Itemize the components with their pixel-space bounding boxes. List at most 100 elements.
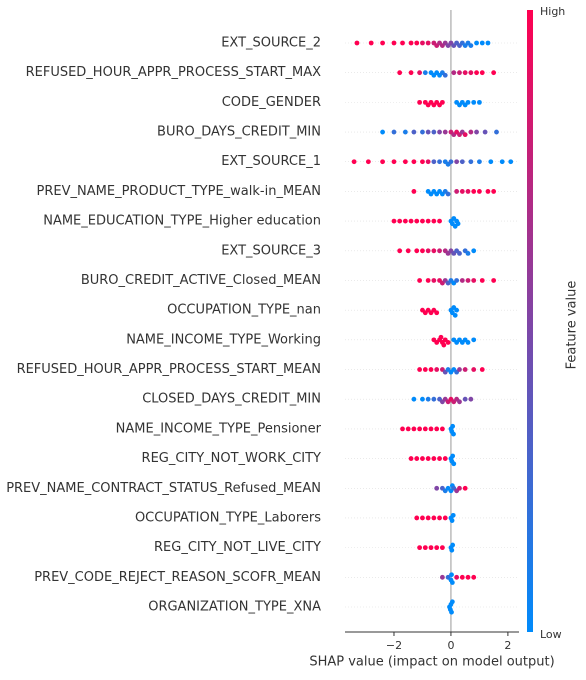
shap-point (441, 342, 447, 348)
shap-point (405, 426, 411, 432)
shap-point (414, 40, 420, 46)
shap-point (425, 129, 431, 135)
shap-point (449, 518, 455, 523)
shap-point (434, 545, 440, 551)
shap-point (408, 40, 414, 46)
shap-point (422, 426, 428, 432)
shap-point (471, 99, 477, 105)
shap-point (479, 278, 485, 283)
shap-point (414, 218, 420, 224)
shap-point (439, 426, 445, 432)
shap-point (417, 70, 423, 76)
shap-point (431, 129, 437, 135)
shap-point (451, 431, 456, 437)
feature-label: CODE_GENDER (222, 95, 321, 110)
shap-point (445, 191, 451, 197)
shap-point (420, 248, 425, 254)
shap-point (465, 574, 471, 580)
feature-label: OCCUPATION_TYPE_Laborers (135, 510, 321, 525)
shap-point (438, 334, 444, 340)
shap-point (420, 396, 425, 402)
shap-point (462, 367, 468, 372)
feature-label: BURO_CREDIT_ACTIVE_Closed_MEAN (81, 273, 321, 288)
shap-point (411, 396, 417, 402)
shap-point (449, 572, 454, 578)
feature-label: REG_CITY_NOT_WORK_CITY (142, 451, 322, 466)
shap-point (479, 40, 485, 46)
shap-point (454, 278, 460, 283)
shap-point (450, 542, 456, 548)
shap-point (414, 515, 420, 521)
feature-label: EXT_SOURCE_1 (221, 154, 321, 169)
shap-point (431, 159, 437, 165)
shap-point (477, 189, 482, 194)
shap-point (425, 456, 431, 461)
shap-point (482, 129, 488, 135)
feature-label: REG_CITY_NOT_LIVE_CITY (154, 540, 321, 555)
shap-point (417, 367, 423, 372)
shap-point (465, 340, 471, 345)
feature-label: EXT_SOURCE_3 (221, 243, 321, 258)
shap-point (459, 574, 465, 580)
shap-point (442, 72, 448, 78)
x-tick-label: −2 (386, 639, 402, 652)
shap-point (445, 340, 451, 345)
feature-label: REFUSED_HOUR_APPR_PROCESS_START_MAX (26, 65, 321, 80)
colorbar-label: Feature value (565, 281, 580, 370)
shap-point (400, 40, 405, 46)
shap-point (420, 218, 425, 224)
shap-point (425, 248, 431, 254)
shap-point (434, 485, 440, 491)
shap-point (380, 159, 385, 165)
shap-point (417, 278, 423, 283)
shap-point (420, 456, 425, 461)
colorbar (527, 10, 533, 632)
shap-point (411, 189, 417, 194)
shap-point (491, 70, 497, 76)
shap-point (451, 461, 457, 467)
shap-point (365, 159, 371, 165)
shap-point (439, 99, 445, 105)
shap-point (462, 396, 468, 402)
shap-point (425, 218, 431, 224)
shap-point (402, 218, 408, 224)
shap-point (450, 423, 456, 429)
shap-point (437, 159, 442, 165)
shap-point (474, 129, 479, 135)
shap-point (508, 159, 514, 165)
shap-point (437, 248, 442, 254)
shap-point (428, 367, 434, 372)
shap-point (442, 515, 448, 521)
shap-point (477, 159, 482, 165)
shap-point (449, 609, 454, 615)
shap-point (474, 40, 479, 46)
colorbar-high-label: High (540, 5, 565, 18)
shap-point (414, 248, 420, 254)
shap-point (451, 70, 457, 76)
shap-point (449, 547, 455, 553)
shap-point (420, 40, 425, 46)
feature-label: ORGANIZATION_TYPE_XNA (148, 600, 321, 615)
shap-point (417, 545, 423, 551)
shap-point (491, 189, 497, 194)
shap-point (465, 250, 471, 256)
shap-point (434, 310, 440, 316)
shap-point (471, 278, 477, 283)
shap-point (351, 159, 357, 165)
shap-point (454, 307, 460, 313)
shap-point (397, 70, 403, 76)
shap-point (465, 278, 471, 283)
shap-point (494, 129, 499, 135)
shap-point (465, 189, 471, 194)
colorbar-low-label: Low (540, 628, 562, 641)
x-tick-label: 2 (504, 639, 511, 652)
feature-label: PREV_NAME_CONTRACT_STATUS_Refused_MEAN (6, 481, 321, 496)
shap-point (468, 70, 474, 76)
shap-point (437, 218, 442, 224)
shap-point (411, 129, 417, 135)
shap-point (468, 43, 474, 48)
shap-point (457, 367, 462, 372)
shap-point (449, 580, 455, 585)
shap-point (457, 485, 462, 491)
